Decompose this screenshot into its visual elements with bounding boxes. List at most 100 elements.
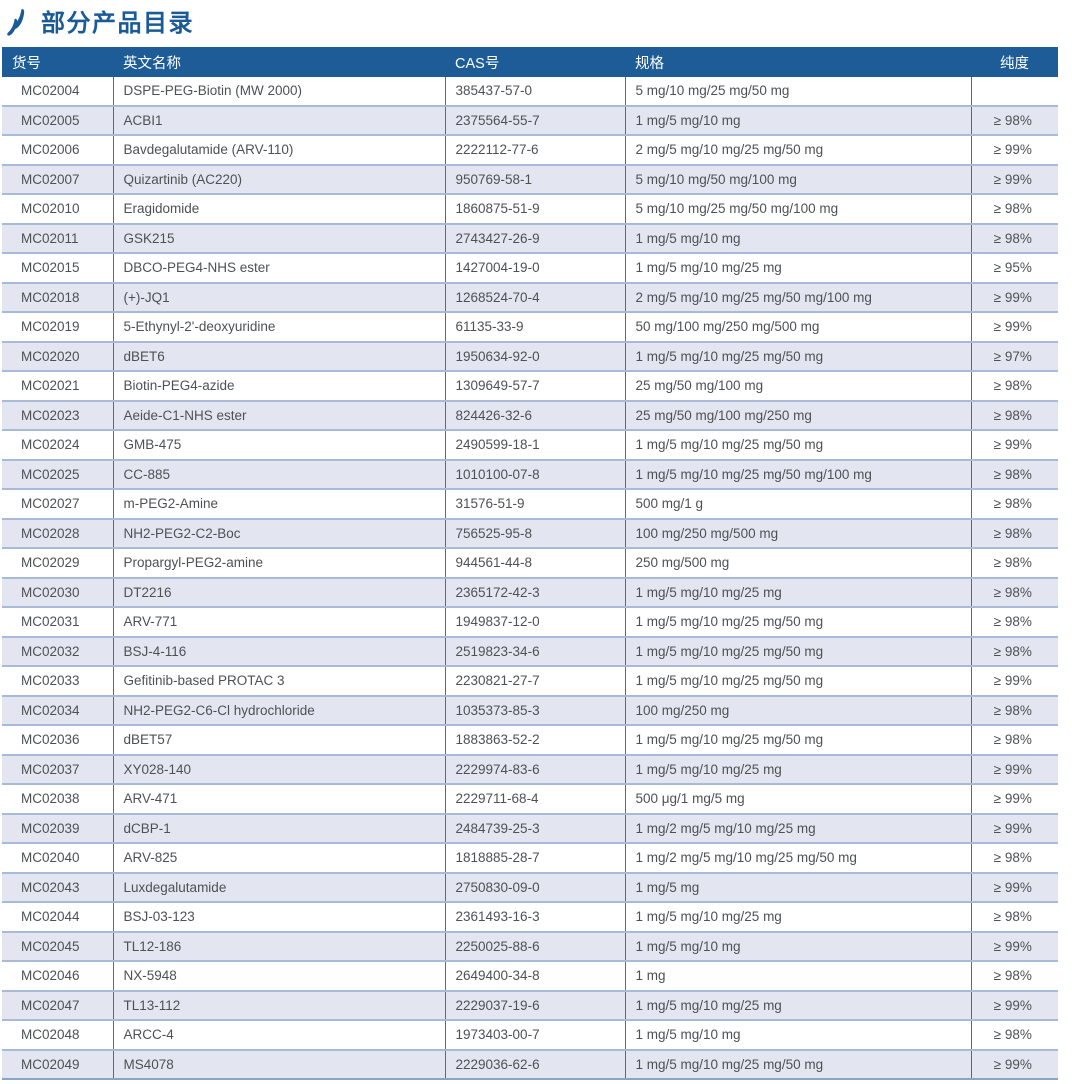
- item-code-cell: MC02007: [2, 164, 113, 195]
- specification-cell: 1 mg/5 mg/10 mg: [624, 931, 971, 962]
- cas-number-cell: 944561-44-8: [444, 548, 625, 579]
- product-name-cell: Propargyl-PEG2-amine: [112, 548, 445, 579]
- purity-cell: ≥ 98%: [970, 636, 1058, 667]
- table-row: MC02046 NX-5948 2649400-34-8 1 mg ≥ 98%: [2, 961, 1058, 992]
- cas-number-cell: 1309649-57-7: [444, 371, 625, 402]
- table-row: MC02033 Gefitinib-based PROTAC 3 2230821-2…: [2, 666, 1058, 697]
- table-row: MC02031 ARV-771 1949837-12-0 1 mg/5 mg/10 m…: [2, 607, 1058, 638]
- product-name-cell: Quizartinib (AC220): [112, 164, 445, 195]
- product-name-cell: XY028-140: [112, 754, 445, 785]
- purity-cell: ≥ 99%: [970, 990, 1058, 1021]
- item-code-cell: MC02018: [2, 282, 113, 313]
- product-name-cell: dBET6: [112, 341, 445, 372]
- purity-cell: ≥ 98%: [970, 548, 1058, 579]
- icon-strokes: [7, 8, 25, 36]
- cas-number-cell: 756525-95-8: [444, 518, 625, 549]
- purity-cell: ≥ 98%: [970, 961, 1058, 992]
- item-code-cell: MC02048: [2, 1020, 113, 1051]
- specification-cell: 1 mg/2 mg/5 mg/10 mg/25 mg: [624, 813, 971, 844]
- cas-number-cell: 2222112-77-6: [444, 135, 625, 166]
- cas-number-cell: 2750830-09-0: [444, 872, 625, 903]
- specification-cell: 1 mg/5 mg/10 mg/25 mg: [624, 754, 971, 785]
- specification-cell: 1 mg/5 mg/10 mg/25 mg/50 mg: [624, 430, 971, 461]
- purity-cell: ≥ 98%: [970, 489, 1058, 520]
- product-name-cell: BSJ-4-116: [112, 636, 445, 667]
- item-code-cell: MC02030: [2, 577, 113, 608]
- item-code-cell: MC02021: [2, 371, 113, 402]
- page-title: 部分产品目录: [41, 9, 194, 37]
- specification-cell: 500 mg/1 g: [624, 489, 971, 520]
- table-row: MC02040 ARV-825 1818885-28-7 1 mg/2 mg/5 mg…: [2, 843, 1058, 874]
- product-name-cell: (+)-JQ1: [112, 282, 445, 313]
- cas-number-cell: 1035373-85-3: [444, 695, 625, 726]
- specification-cell: 100 mg/250 mg: [624, 695, 971, 726]
- table-header-row: 货号 英文名称 CAS号 规格 纯度: [2, 47, 1058, 77]
- purity-cell: ≥ 98%: [970, 902, 1058, 933]
- specification-cell: 5 mg/10 mg/25 mg/50 mg: [624, 77, 971, 107]
- table-row: MC02037 XY028-140 2229974-83-6 1 mg/5 mg/10…: [2, 754, 1058, 785]
- specification-cell: 1 mg/5 mg/10 mg/25 mg/50 mg/100 mg: [624, 459, 971, 490]
- item-code-cell: MC02046: [2, 961, 113, 992]
- purity-cell: ≥ 98%: [970, 577, 1058, 608]
- product-name-cell: dCBP-1: [112, 813, 445, 844]
- table-row: MC02029 Propargyl-PEG2-amine 944561-44-8 25…: [2, 548, 1058, 579]
- cas-number-cell: 1860875-51-9: [444, 194, 625, 225]
- table-row: MC02020 dBET6 1950634-92-0 1 mg/5 mg/10 mg/…: [2, 341, 1058, 372]
- table-row: MC02007 Quizartinib (AC220) 950769-58-1 5 m…: [2, 164, 1058, 195]
- product-name-cell: DBCO-PEG4-NHS ester: [112, 253, 445, 284]
- specification-cell: 1 mg/5 mg/10 mg: [624, 105, 971, 136]
- purity-cell: ≥ 99%: [970, 754, 1058, 785]
- cas-number-cell: 950769-58-1: [444, 164, 625, 195]
- table-row: MC02047 TL13-112 2229037-19-6 1 mg/5 mg/10 …: [2, 990, 1058, 1021]
- item-code-cell: MC02019: [2, 312, 113, 343]
- table-row: MC02043 Luxdegalutamide 2750830-09-0 1 mg/5…: [2, 872, 1058, 903]
- product-name-cell: NH2-PEG2-C2-Boc: [112, 518, 445, 549]
- product-catalog-table: 货号 英文名称 CAS号 规格 纯度 MC02004 DSPE-PEG-Bioti…: [2, 47, 1058, 1080]
- table-row: MC02025 CC-885 1010100-07-8 1 mg/5 mg/10 mg…: [2, 459, 1058, 490]
- specification-cell: 5 mg/10 mg/25 mg/50 mg/100 mg: [624, 194, 971, 225]
- purity-cell: ≥ 99%: [970, 430, 1058, 461]
- item-code-cell: MC02034: [2, 695, 113, 726]
- cas-number-cell: 2743427-26-9: [444, 223, 625, 254]
- item-code-cell: MC02028: [2, 518, 113, 549]
- product-name-cell: NH2-PEG2-C6-Cl hydrochloride: [112, 695, 445, 726]
- table-row: MC02015 DBCO-PEG4-NHS ester 1427004-19-0 1 …: [2, 253, 1058, 284]
- product-name-cell: ARV-825: [112, 843, 445, 874]
- purity-cell: ≥ 98%: [970, 518, 1058, 549]
- table-row: MC02019 5-Ethynyl-2'-deoxyuridine 61135-33…: [2, 312, 1058, 343]
- table-row: MC02024 GMB-475 2490599-18-1 1 mg/5 mg/10 m…: [2, 430, 1058, 461]
- cas-number-cell: 1949837-12-0: [444, 607, 625, 638]
- purity-cell: ≥ 99%: [970, 666, 1058, 697]
- purity-cell: ≥ 98%: [970, 459, 1058, 490]
- table-row: MC02036 dBET57 1883863-52-2 1 mg/5 mg/10 mg…: [2, 725, 1058, 756]
- specification-cell: 5 mg/10 mg/50 mg/100 mg: [624, 164, 971, 195]
- purity-cell: ≥ 99%: [970, 872, 1058, 903]
- product-name-cell: TL12-186: [112, 931, 445, 962]
- purity-cell: ≥ 98%: [970, 194, 1058, 225]
- table-row: MC02027 m-PEG2-Amine 31576-51-9 500 mg/1 g ≥…: [2, 489, 1058, 520]
- table-row: MC02028 NH2-PEG2-C2-Boc 756525-95-8 100 mg/…: [2, 518, 1058, 549]
- column-header-english-name: 英文名称: [113, 47, 445, 77]
- cas-number-cell: 2361493-16-3: [444, 902, 625, 933]
- product-name-cell: Luxdegalutamide: [112, 872, 445, 903]
- specification-cell: 1 mg/5 mg: [624, 872, 971, 903]
- purity-cell: ≥ 99%: [970, 931, 1058, 962]
- product-name-cell: dBET57: [112, 725, 445, 756]
- specification-cell: 250 mg/500 mg: [624, 548, 971, 579]
- product-name-cell: NX-5948: [112, 961, 445, 992]
- table-row: MC02004 DSPE-PEG-Biotin (MW 2000) 385437-5…: [2, 77, 1058, 107]
- table-row: MC02023 Aeide-C1-NHS ester 824426-32-6 25 m…: [2, 400, 1058, 431]
- product-name-cell: MS4078: [112, 1049, 445, 1080]
- cas-number-cell: 2484739-25-3: [444, 813, 625, 844]
- item-code-cell: MC02033: [2, 666, 113, 697]
- purity-cell: ≥ 97%: [970, 341, 1058, 372]
- cas-number-cell: 2519823-34-6: [444, 636, 625, 667]
- specification-cell: 1 mg/5 mg/10 mg/25 mg: [624, 577, 971, 608]
- table-row: MC02018 (+)-JQ1 1268524-70-4 2 mg/5 mg/10 m…: [2, 282, 1058, 313]
- item-code-cell: MC02038: [2, 784, 113, 815]
- item-code-cell: MC02010: [2, 194, 113, 225]
- purity-cell: ≥ 99%: [970, 135, 1058, 166]
- item-code-cell: MC02015: [2, 253, 113, 284]
- product-name-cell: Bavdegalutamide (ARV-110): [112, 135, 445, 166]
